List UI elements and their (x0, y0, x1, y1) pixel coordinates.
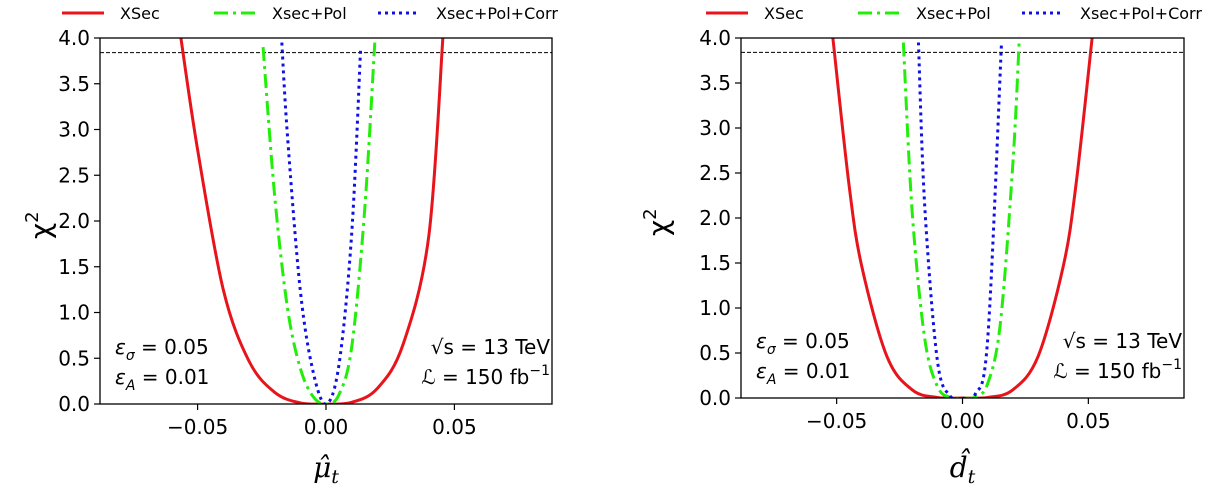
y-tick-label: 0.0 (699, 386, 731, 410)
y-tick-label: 1.5 (699, 251, 731, 275)
y-axis-label: χ2 (22, 211, 57, 239)
y-tick-label: 2.5 (58, 163, 90, 187)
y-tick-label: 2.5 (699, 161, 731, 185)
x-tick-label: 0.00 (304, 415, 349, 439)
legend-label: XSec (764, 4, 804, 23)
series-line-xsec-pol (901, 42, 1021, 398)
legend: XSec Xsec+Pol Xsec+Pol+Corr (706, 4, 1202, 23)
annotation-eps-a: εA = 0.01 (756, 359, 850, 388)
chart-panel: 0.0 0.5 1.0 1.5 2.0 2.5 3.0 3.5 4.0 −0.05 0.00 0.05… (640, 26, 1185, 487)
x-tick-label: 0.05 (432, 415, 477, 439)
legend-label: Xsec+Pol (272, 4, 347, 23)
x-tick-label: 0.05 (1066, 409, 1111, 433)
series-line-xsec-pol-corr (916, 42, 1004, 398)
legend-label: Xsec+Pol+Corr (436, 4, 558, 23)
y-tick-label: 0.5 (699, 341, 731, 365)
legend-label: XSec (120, 4, 160, 23)
y-tick-label: 3.5 (699, 71, 731, 95)
y-tick-label: 1.0 (699, 296, 731, 320)
annotation-energy: √s = 13 TeV (1063, 329, 1183, 353)
x-axis-label: d̂t (950, 449, 976, 487)
annotation-energy: √s = 13 TeV (431, 335, 551, 359)
legend: XSec Xsec+Pol Xsec+Pol+Corr (62, 4, 558, 23)
series-line-xsec-pol (261, 42, 377, 404)
annotation-eps-sigma: εσ = 0.05 (756, 329, 850, 358)
annotation-lumi: ℒ = 150 fb−1 (421, 363, 550, 389)
y-tick-label: 3.0 (58, 118, 90, 142)
y-tick-label: 1.5 (58, 255, 90, 279)
x-tick-label: 0.00 (940, 409, 985, 433)
chart-panel: 0.0 0.5 1.0 1.5 2.0 2.5 3.0 3.5 4.0 −0.05 0.00 0.05… (22, 26, 553, 487)
annotation-lumi: ℒ = 150 fb−1 (1053, 357, 1182, 383)
series-line-xsec-pol-corr (280, 42, 363, 404)
series-line-xsec (179, 38, 445, 404)
x-axis-label: μ̂t (313, 451, 339, 487)
y-tick-label: 4.0 (699, 26, 731, 50)
series-line-xsec (831, 38, 1094, 398)
y-tick-label: 4.0 (58, 26, 90, 50)
legend-label: Xsec+Pol+Corr (1080, 4, 1202, 23)
y-tick-label: 1.0 (58, 301, 90, 325)
legend-label: Xsec+Pol (916, 4, 991, 23)
y-tick-label: 2.0 (58, 209, 90, 233)
y-tick-label: 3.0 (699, 116, 731, 140)
annotation-eps-a: εA = 0.01 (115, 365, 209, 394)
x-tick-label: −0.05 (167, 415, 228, 439)
x-tick-label: −0.05 (806, 409, 867, 433)
y-tick-label: 0.5 (58, 346, 90, 370)
y-tick-label: 0.0 (58, 392, 90, 416)
y-tick-label: 2.0 (699, 206, 731, 230)
annotation-eps-sigma: εσ = 0.05 (115, 335, 209, 364)
y-axis-label: χ2 (640, 208, 675, 236)
y-tick-label: 3.5 (58, 72, 90, 96)
